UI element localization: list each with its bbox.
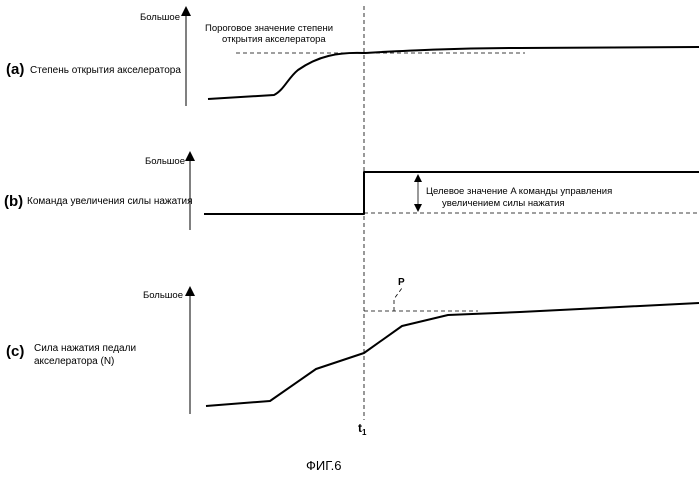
panel-b-tag: (b) (4, 193, 23, 210)
marker-p-label: P (398, 277, 405, 288)
panel-c-y-axis-arrow-icon (185, 286, 195, 296)
figure-caption: ФИГ.6 (306, 458, 342, 473)
panel-b: Большое (b) Команда увеличения силы нажа… (4, 151, 699, 230)
panel-a-y-max-label: Большое (140, 12, 180, 23)
panel-c-label-line2: акселератора (N) (34, 356, 114, 367)
panel-c-y-max-label: Большое (143, 290, 183, 301)
panel-b-y-max-label: Большое (145, 156, 185, 167)
target-label-line1: Целевое значение A команды управления (426, 186, 612, 197)
accelerator-opening-curve (208, 47, 699, 99)
panel-b-y-axis-arrow-icon (185, 151, 195, 161)
panel-c: Большое (c) Сила нажатия педали акселера… (6, 277, 699, 414)
panel-a-label: Степень открытия акселератора (30, 65, 181, 76)
threshold-label-line1: Пороговое значение степени (205, 23, 333, 34)
p-leader-line (394, 288, 402, 311)
target-a-arrow-up-icon (414, 174, 422, 182)
panel-a-y-axis-arrow-icon (181, 6, 191, 16)
panel-c-label-line1: Сила нажатия педали (34, 343, 136, 354)
pedal-press-force-curve (206, 303, 699, 406)
target-label-line2: увеличением силы нажатия (442, 198, 565, 209)
panel-a: Большое (a) Степень открытия акселератор… (6, 6, 699, 106)
panel-c-tag: (c) (6, 343, 24, 360)
threshold-label-line2: открытия акселератора (222, 34, 326, 45)
panel-a-tag: (a) (6, 61, 24, 78)
panel-b-label: Команда увеличения силы нажатия (27, 196, 193, 207)
target-a-arrow-down-icon (414, 204, 422, 212)
t1-label: t1 (358, 421, 367, 437)
